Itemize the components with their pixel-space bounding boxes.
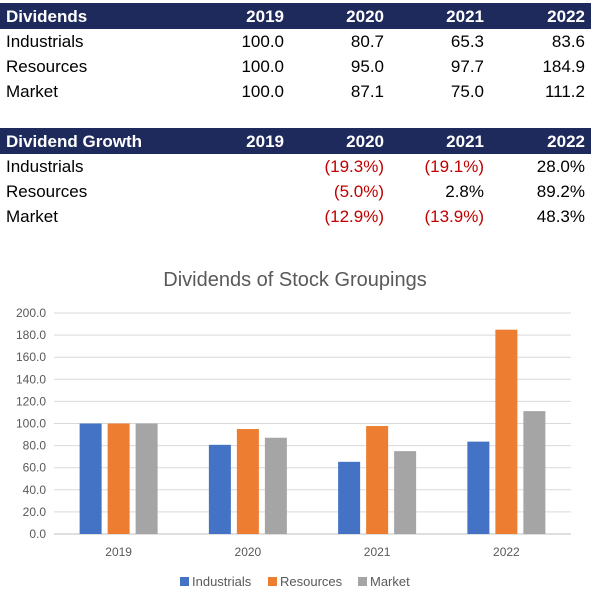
year-header: 2022 [490,128,591,154]
bar-market-2021 [394,451,417,534]
growth-table-title: Dividend Growth [0,128,200,154]
dividends-bar-chart: Dividends of Stock Groupings 0.0 20.0 40.0… [16,269,571,589]
table-row: Resources 100.0 95.0 97.7 184.9 [0,54,591,79]
row-label: Market [6,82,58,101]
y-tick-label: 180.0 [16,328,46,342]
year-header: 2019 [200,128,290,154]
growth-header-row: Dividend Growth 2019 2020 2021 2022 [0,128,591,154]
legend-label: Market [370,574,410,589]
table-row: Resources (5.0%) 2.8% 89.2% [0,179,591,204]
cell-value: 2.8% [445,182,484,201]
x-tick-label: 2021 [364,545,391,559]
cell-value: 87.1 [350,82,384,101]
cell-value [200,204,290,229]
bar-market-2019 [135,423,158,534]
year-header: 2021 [390,128,490,154]
x-tick-label: 2019 [105,545,132,559]
table-row: Market (12.9%) (13.9%) 48.3% [0,204,591,229]
y-tick-label: 40.0 [23,483,47,497]
y-tick-label: 80.0 [23,439,47,453]
legend-swatch [358,577,367,586]
legend-label: Industrials [192,574,252,589]
cell-value: 65.3 [450,32,484,51]
table-row: Industrials (19.3%) (19.1%) 28.0% [0,154,591,179]
cell-value: 89.2% [536,182,585,201]
row-label: Industrials [6,32,84,51]
y-tick-label: 20.0 [23,505,47,519]
cell-value: 97.7 [450,57,484,76]
year-header: 2021 [390,3,490,29]
y-axis-ticks: 0.0 20.0 40.0 60.0 80.0 100.0 120.0 140.0 160.0 1… [16,306,46,541]
dividends-table-title: Dividends [0,3,200,29]
legend-swatch [180,577,189,586]
row-label: Industrials [6,157,84,176]
cell-value: 100.0 [241,57,284,76]
cell-value: (13.9%) [424,207,484,226]
bar-resources-2019 [107,423,130,534]
year-header: 2019 [200,3,290,29]
cell-value: 111.2 [544,82,585,101]
chart-legend: Industrials Resources Market [180,574,410,589]
x-tick-label: 2022 [493,545,520,559]
y-tick-label: 100.0 [16,417,46,431]
y-tick-label: 120.0 [16,394,46,408]
year-header: 2020 [290,128,390,154]
cell-value: 75.0 [450,82,484,101]
cell-value: (5.0%) [333,182,384,201]
table-row: Market 100.0 87.1 75.0 111.2 [0,79,591,104]
cell-value: 95.0 [350,57,384,76]
cell-value: (19.3%) [324,157,384,176]
table-row: Industrials 100.0 80.7 65.3 83.6 [0,29,591,54]
chart-gridlines [54,312,571,535]
bar-resources-2020 [236,429,259,534]
bar-industrials-2019 [79,423,102,534]
cell-value [200,154,290,179]
cell-value: (12.9%) [324,207,384,226]
cell-value: 28.0% [536,157,585,176]
bar-industrials-2022 [467,441,490,534]
year-header: 2022 [490,3,591,29]
y-tick-label: 0.0 [29,527,46,541]
chart-bars [79,329,546,534]
y-tick-label: 140.0 [16,372,46,386]
row-label: Market [6,207,58,226]
dividend-growth-table: Dividend Growth 2019 2020 2021 2022 Indu… [0,128,591,229]
legend-label: Resources [280,574,343,589]
cell-value: 184.9 [542,57,585,76]
cell-value: (19.1%) [424,157,484,176]
x-axis-ticks: 2019 2020 2021 2022 [105,545,520,559]
bar-resources-2022 [495,329,518,534]
cell-value: 100.0 [241,82,284,101]
dividends-header-row: Dividends 2019 2020 2021 2022 [0,3,591,29]
bar-market-2022 [523,411,546,534]
dividends-table: Dividends 2019 2020 2021 2022 Industrial… [0,3,591,104]
cell-value: 83.6 [551,32,585,51]
bar-industrials-2021 [338,461,361,534]
bar-industrials-2020 [208,444,231,534]
cell-value: 48.3% [536,207,585,226]
y-tick-label: 200.0 [16,306,46,320]
year-header: 2020 [290,3,390,29]
chart-title: Dividends of Stock Groupings [163,269,426,291]
y-tick-label: 60.0 [23,461,47,475]
cell-value: 100.0 [241,32,284,51]
y-tick-label: 160.0 [16,350,46,364]
bar-market-2020 [264,437,287,534]
cell-value: 80.7 [350,32,384,51]
bar-resources-2021 [366,426,389,534]
row-label: Resources [6,182,88,201]
row-label: Resources [6,57,88,76]
x-tick-label: 2020 [235,545,262,559]
legend-swatch [268,577,277,586]
cell-value [200,179,290,204]
